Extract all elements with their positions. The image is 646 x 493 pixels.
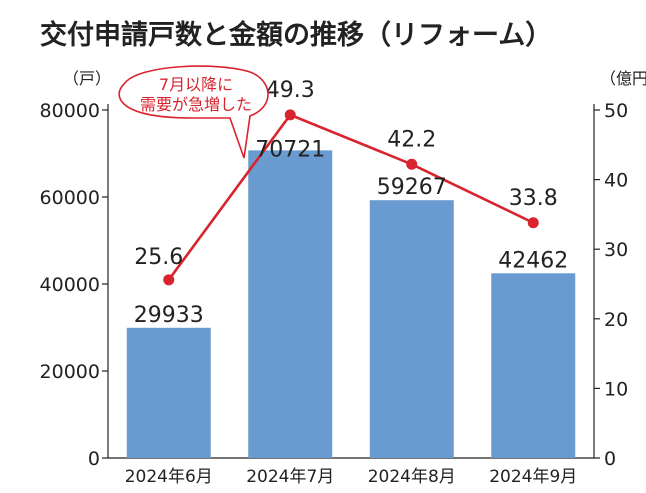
y-right-tick-label: 20 [604,309,628,331]
line-data-label: 49.3 [266,78,315,103]
y-right-tick-label: 50 [604,100,628,122]
bar-data-label: 59267 [377,175,447,200]
y-right-tick-label: 10 [604,378,628,400]
annotation: 7月以降に 需要が急増した [118,65,269,159]
bar [126,327,211,458]
annotation-line-2: 需要が急増した [140,95,252,114]
bar-data-label: 29933 [134,303,204,328]
x-tick-label: 2024年6月 [125,467,213,487]
x-tick-label: 2024年9月 [489,467,577,487]
line-series [167,113,534,281]
bar [248,150,333,458]
y-left-tick-label: 80000 [40,100,100,122]
y-left-tick-label: 60000 [40,187,100,209]
y-left-tick-label: 40000 [40,274,100,296]
bar-data-label: 70721 [255,137,325,162]
line-point [527,217,539,229]
annotation-callout [118,65,269,159]
y-left-tick-label: 0 [88,448,100,470]
y-left-tick-label: 20000 [40,361,100,383]
bar [369,200,454,459]
line-point [284,109,296,121]
line-data-label: 25.6 [134,245,183,270]
x-tick-label: 2024年7月 [246,467,334,487]
y-right-tick-label: 0 [604,448,616,470]
chart-title: 交付申請戸数と金額の推移（リフォーム） [40,19,552,51]
bar [491,273,576,458]
line-point [163,274,175,286]
line-data-label: 42.2 [387,127,436,152]
line-data-label: 33.8 [509,186,558,211]
y-right-unit-label: （億円） [600,69,646,88]
line-point [406,158,418,170]
x-tick-label: 2024年8月 [368,467,456,487]
annotation-line-1: 7月以降に [159,75,233,94]
bar-data-label: 42462 [498,248,568,273]
y-right-tick-label: 40 [604,170,628,192]
y-left-unit-label: （戸） [63,69,111,88]
y-right-tick-label: 30 [604,239,628,261]
